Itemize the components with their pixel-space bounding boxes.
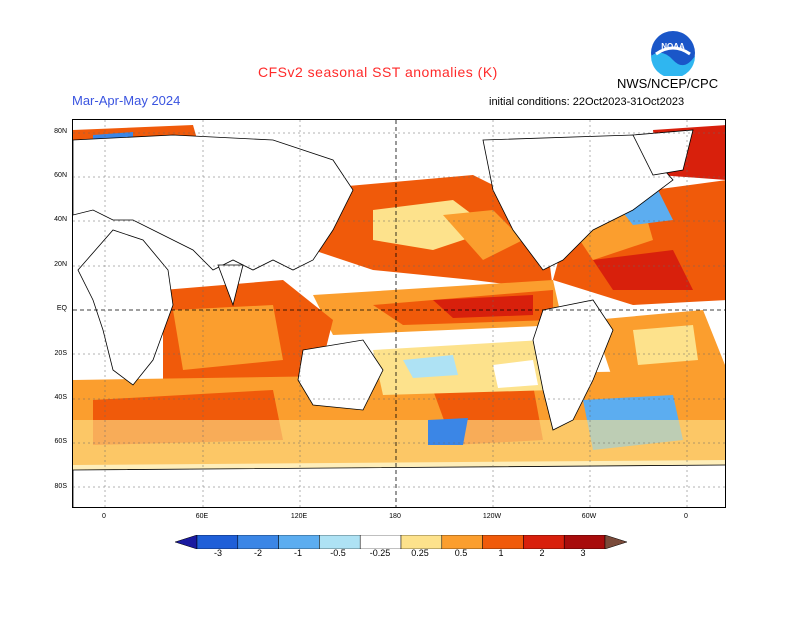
lon-label: 0 [684, 513, 688, 520]
colorbar-label: 0.5 [454, 548, 468, 558]
colorbar-label: 3 [580, 548, 586, 558]
lon-label: 0 [102, 513, 106, 520]
colorbar-label: -0.25 [369, 548, 391, 558]
colorbar-label: 0.25 [411, 548, 429, 558]
colorbar-bin [319, 535, 361, 549]
lat-label: 80S [54, 483, 67, 490]
map-title: CFSv2 seasonal SST anomalies (K) [258, 64, 498, 80]
colorbar-bin [563, 535, 606, 549]
season-label: Mar-Apr-May 2024 [72, 93, 181, 108]
lat-label: 40N [54, 216, 67, 223]
colorbar [175, 535, 627, 549]
lon-label: 60E [195, 513, 209, 520]
lat-label: 40S [54, 394, 67, 401]
colorbar-bin [237, 535, 279, 549]
lat-label: 60S [54, 438, 67, 445]
lon-label: 180 [389, 513, 401, 520]
colorbar-bin [441, 535, 483, 549]
colorbar-bin [482, 535, 524, 549]
colorbar-bin [359, 535, 402, 549]
agency-label: NWS/NCEP/CPC [617, 76, 719, 91]
svg-text:NOAA: NOAA [661, 42, 685, 51]
map-canvas [73, 120, 725, 507]
lat-label: 60N [54, 172, 67, 179]
colorbar-bin [604, 535, 627, 549]
lat-label: EQ [56, 305, 67, 312]
colorbar-bin [278, 535, 320, 549]
lat-label: 20N [54, 261, 67, 268]
colorbar-bin [400, 535, 443, 549]
lon-label: 120W [482, 513, 502, 520]
colorbar-label: 1 [498, 548, 504, 558]
lon-label: 60W [581, 513, 597, 520]
colorbar-label: -1 [293, 548, 303, 558]
noaa-logo-icon: NOAA [651, 31, 695, 76]
initial-conditions: initial conditions: 22Oct2023-31Oct2023 [489, 96, 685, 108]
lat-label: 80N [54, 128, 67, 135]
colorbar-label: -0.5 [330, 548, 346, 558]
sst-anomaly-map [72, 119, 726, 508]
colorbar-bin [523, 535, 565, 549]
colorbar-bin [175, 535, 198, 549]
lat-label: 20S [54, 350, 67, 357]
colorbar-bin [196, 535, 239, 549]
lon-label: 120E [290, 513, 308, 520]
colorbar-label: -3 [213, 548, 223, 558]
colorbar-label: -2 [253, 548, 263, 558]
colorbar-label: 2 [539, 548, 545, 558]
